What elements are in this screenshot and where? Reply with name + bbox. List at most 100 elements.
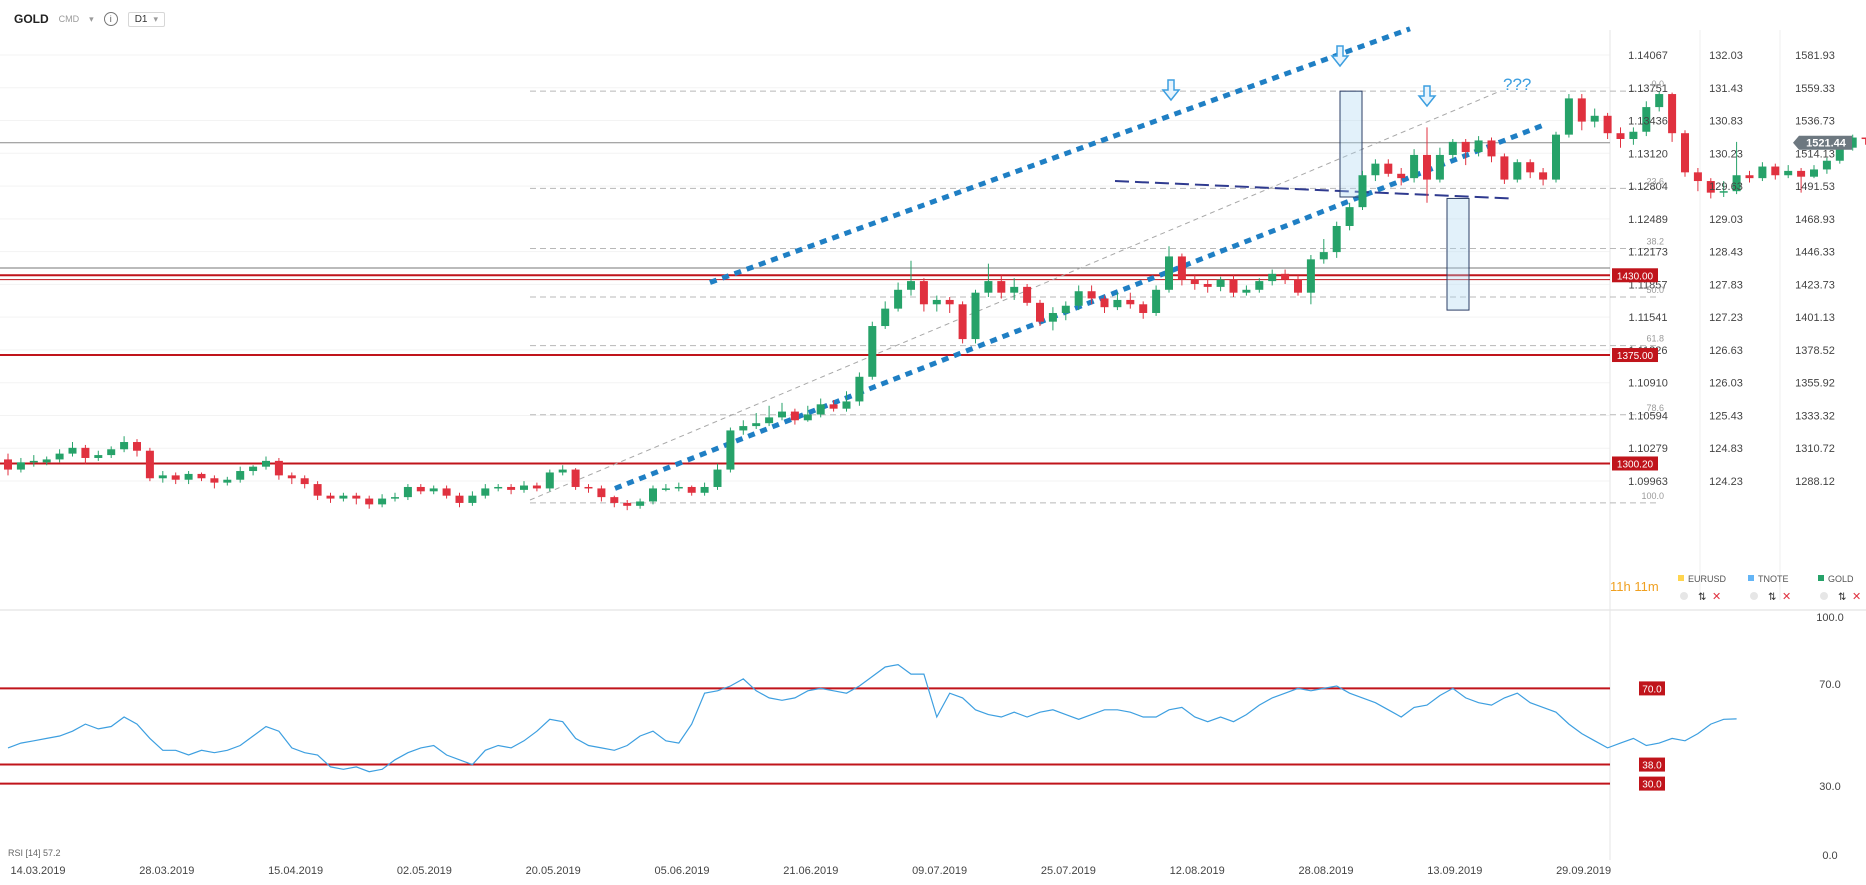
close-icon[interactable]: ✕: [1712, 591, 1721, 603]
candle-body[interactable]: [68, 447, 77, 454]
candle-body[interactable]: [1616, 133, 1625, 139]
candle-body[interactable]: [855, 376, 864, 402]
candle-body[interactable]: [636, 501, 645, 506]
candle-body[interactable]: [610, 497, 619, 503]
candle-body[interactable]: [674, 486, 683, 489]
candle-body[interactable]: [1061, 305, 1070, 313]
candle-body[interactable]: [1152, 289, 1161, 313]
candle-body[interactable]: [313, 484, 322, 496]
candle-body[interactable]: [803, 414, 812, 421]
candle-body[interactable]: [1203, 283, 1212, 287]
candle-body[interactable]: [197, 473, 206, 479]
candle-body[interactable]: [184, 473, 193, 480]
candle-body[interactable]: [739, 426, 748, 431]
candle-body[interactable]: [455, 495, 464, 503]
candle-body[interactable]: [687, 486, 696, 493]
candle-body[interactable]: [1048, 312, 1057, 322]
candle-body[interactable]: [907, 281, 915, 290]
close-icon[interactable]: ✕: [1852, 591, 1861, 603]
candle-body[interactable]: [1216, 279, 1225, 287]
candle-body[interactable]: [1564, 98, 1573, 135]
candle-body[interactable]: [1655, 94, 1664, 108]
candle-body[interactable]: [842, 401, 851, 409]
candle-body[interactable]: [1758, 166, 1767, 179]
candle-body[interactable]: [1474, 140, 1483, 153]
candle-body[interactable]: [520, 485, 528, 490]
candle-body[interactable]: [932, 299, 941, 305]
candle-body[interactable]: [378, 498, 387, 505]
candle-body[interactable]: [532, 485, 541, 489]
candle-body[interactable]: [1358, 175, 1367, 208]
highlight-box[interactable]: [1339, 90, 1363, 198]
candle-body[interactable]: [249, 466, 258, 472]
candle-body[interactable]: [790, 411, 799, 421]
channel-upper-line[interactable]: [709, 26, 1411, 285]
candle-body[interactable]: [1848, 137, 1857, 148]
candle-body[interactable]: [1319, 252, 1328, 260]
candle-body[interactable]: [1371, 163, 1380, 176]
candle-body[interactable]: [1668, 94, 1677, 134]
sort-icon[interactable]: ⇅: [1838, 592, 1846, 603]
candle-body[interactable]: [1397, 173, 1406, 179]
candle-body[interactable]: [1603, 115, 1612, 134]
candle-body[interactable]: [416, 486, 425, 492]
candle-body[interactable]: [881, 308, 890, 327]
candle-body[interactable]: [1177, 256, 1186, 280]
candle-body[interactable]: [984, 281, 993, 293]
candle-body[interactable]: [1435, 154, 1444, 180]
candle-body[interactable]: [713, 469, 722, 487]
candle-body[interactable]: [1139, 304, 1148, 313]
candle-body[interactable]: [442, 488, 451, 496]
candle-body[interactable]: [1384, 163, 1393, 174]
candle-body[interactable]: [1771, 166, 1780, 176]
candle-body[interactable]: [326, 495, 335, 499]
candle-body[interactable]: [352, 495, 361, 499]
candle-body[interactable]: [584, 486, 593, 489]
candle-body[interactable]: [1590, 115, 1599, 122]
candle-body[interactable]: [1745, 175, 1754, 179]
candle-body[interactable]: [236, 471, 245, 480]
candle-body[interactable]: [1410, 154, 1419, 179]
channel-lower-line[interactable]: [614, 122, 1546, 491]
candle-body[interactable]: [868, 326, 877, 377]
candle-body[interactable]: [429, 488, 438, 492]
candle-body[interactable]: [1500, 156, 1509, 180]
candle-body[interactable]: [1255, 281, 1264, 290]
candle-body[interactable]: [726, 430, 735, 470]
candle-body[interactable]: [558, 469, 567, 473]
candle-body[interactable]: [623, 502, 632, 506]
candle-body[interactable]: [1822, 160, 1831, 170]
candle-body[interactable]: [1835, 147, 1844, 161]
eye-icon[interactable]: [1750, 592, 1758, 600]
candle-body[interactable]: [1100, 298, 1109, 308]
candle-body[interactable]: [1810, 169, 1818, 177]
candle-body[interactable]: [1036, 302, 1044, 322]
candle-body[interactable]: [597, 488, 606, 498]
candle-body[interactable]: [391, 497, 399, 499]
candle-body[interactable]: [1487, 140, 1496, 157]
candle-body[interactable]: [55, 453, 64, 460]
candle-body[interactable]: [945, 299, 954, 305]
candle-body[interactable]: [507, 486, 516, 490]
candle-body[interactable]: [1023, 286, 1032, 303]
candle-body[interactable]: [700, 486, 709, 493]
candle-body[interactable]: [829, 404, 838, 409]
candle-body[interactable]: [1797, 170, 1806, 177]
candle-body[interactable]: [1229, 279, 1238, 293]
candle-body[interactable]: [468, 495, 477, 503]
candle-body[interactable]: [1732, 175, 1741, 192]
candle-body[interactable]: [158, 475, 167, 479]
candle-body[interactable]: [919, 281, 928, 305]
candle-body[interactable]: [171, 475, 180, 480]
symbol-label[interactable]: GOLD: [14, 12, 49, 26]
candle-body[interactable]: [1242, 289, 1251, 293]
legend-label[interactable]: EURUSD: [1688, 574, 1727, 584]
candle-body[interactable]: [765, 417, 774, 424]
candle-body[interactable]: [1539, 172, 1548, 180]
candle-body[interactable]: [1577, 98, 1586, 122]
candle-body[interactable]: [1784, 170, 1793, 176]
candle-body[interactable]: [287, 475, 296, 479]
candle-body[interactable]: [29, 460, 38, 463]
candle-body[interactable]: [1345, 207, 1354, 226]
